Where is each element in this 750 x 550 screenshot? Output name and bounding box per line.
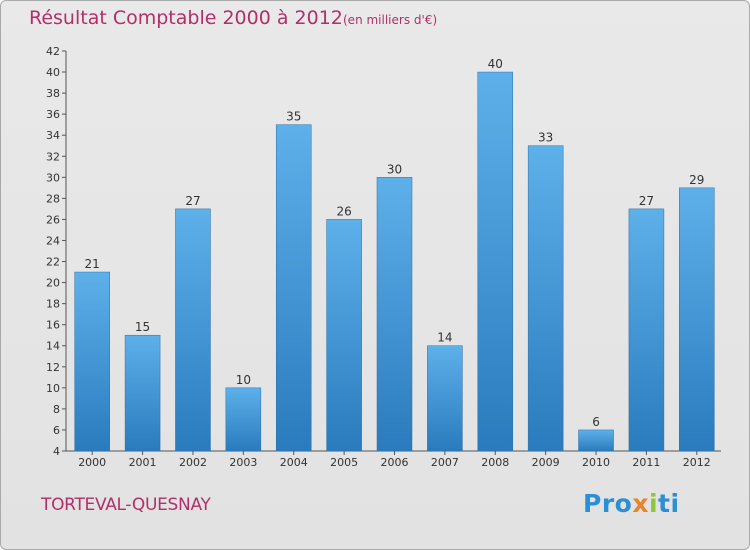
y-tick-label: 32 <box>46 150 60 163</box>
y-tick-label: 6 <box>53 424 60 437</box>
chart-bars <box>74 71 715 452</box>
x-tick-label: 2010 <box>582 456 610 469</box>
x-tick-label: 2001 <box>129 456 157 469</box>
data-label: 27 <box>639 194 654 208</box>
x-tick-label: 2000 <box>78 456 106 469</box>
data-label: 30 <box>387 162 402 176</box>
proxiti-logo[interactable]: Proxiti <box>583 489 680 518</box>
x-tick-label: 2007 <box>431 456 459 469</box>
data-label: 14 <box>437 331 452 345</box>
bar <box>275 124 312 452</box>
chart-labels: 2000 21 2001 15 2002 27 2003 10 2004 35 2005 26 2006… <box>78 57 711 469</box>
x-tick-label: 2008 <box>481 456 509 469</box>
y-tick-label: 16 <box>46 319 60 332</box>
bar <box>477 71 514 452</box>
y-tick-label: 24 <box>46 234 60 247</box>
x-tick-label: 2009 <box>532 456 560 469</box>
y-tick-label: 30 <box>46 171 60 184</box>
bar <box>679 187 715 452</box>
y-tick-label: 34 <box>46 129 60 142</box>
data-label: 29 <box>689 173 704 187</box>
chart-title: Résultat Comptable 2000 à 2012 <box>29 7 343 29</box>
data-label: 15 <box>135 320 150 334</box>
data-label: 33 <box>538 131 553 145</box>
y-tick-label: 18 <box>46 298 60 311</box>
bar <box>427 345 463 452</box>
y-tick-label: 10 <box>46 382 60 395</box>
y-tick-label: 4 <box>53 445 60 458</box>
y-tick-label: 36 <box>46 108 60 121</box>
chart-subtitle: (en milliers d'€) <box>343 13 438 27</box>
y-tick-label: 28 <box>46 192 60 205</box>
y-tick-label: 8 <box>53 403 60 416</box>
data-label: 35 <box>286 110 301 124</box>
x-tick-label: 2006 <box>381 456 409 469</box>
bar <box>376 177 413 452</box>
y-tick-label: 12 <box>46 361 60 374</box>
y-tick-label: 40 <box>46 66 60 79</box>
bar <box>175 208 211 452</box>
data-label: 40 <box>488 57 503 71</box>
bar <box>527 145 564 452</box>
data-label: 10 <box>236 373 251 387</box>
commune-name: TORTEVAL-QUESNAY <box>41 495 211 515</box>
y-tick-label: 20 <box>46 277 60 290</box>
x-tick-label: 2012 <box>683 456 711 469</box>
bar <box>124 334 161 452</box>
x-tick-label: 2002 <box>179 456 207 469</box>
y-tick-label: 22 <box>46 256 60 269</box>
x-tick-label: 2005 <box>330 456 358 469</box>
x-tick-label: 2003 <box>229 456 257 469</box>
y-tick-label: 14 <box>46 340 60 353</box>
y-tick-label: 38 <box>46 87 60 100</box>
bar <box>578 429 614 452</box>
x-tick-label: 2011 <box>632 456 660 469</box>
y-tick-label: 26 <box>46 213 60 226</box>
x-tick-label: 2004 <box>280 456 308 469</box>
bar <box>326 219 362 452</box>
data-label: 21 <box>85 257 100 271</box>
bar <box>225 387 262 452</box>
y-tick-label: 42 <box>46 45 60 58</box>
data-label: 27 <box>185 194 200 208</box>
data-label: 26 <box>336 204 351 218</box>
data-label: 6 <box>592 415 600 429</box>
bar <box>74 271 110 452</box>
bar <box>628 208 665 452</box>
